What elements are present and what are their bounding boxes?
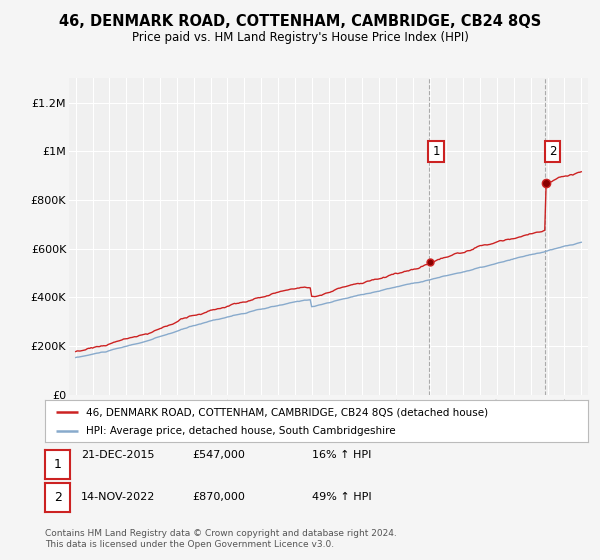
Text: 16% ↑ HPI: 16% ↑ HPI	[312, 450, 371, 460]
Text: 14-NOV-2022: 14-NOV-2022	[81, 492, 155, 502]
Text: £870,000: £870,000	[192, 492, 245, 502]
Text: 46, DENMARK ROAD, COTTENHAM, CAMBRIDGE, CB24 8QS (detached house): 46, DENMARK ROAD, COTTENHAM, CAMBRIDGE, …	[86, 407, 488, 417]
Text: 21-DEC-2015: 21-DEC-2015	[81, 450, 155, 460]
Text: Contains HM Land Registry data © Crown copyright and database right 2024.
This d: Contains HM Land Registry data © Crown c…	[45, 529, 397, 549]
Text: 46, DENMARK ROAD, COTTENHAM, CAMBRIDGE, CB24 8QS: 46, DENMARK ROAD, COTTENHAM, CAMBRIDGE, …	[59, 14, 541, 29]
Text: 49% ↑ HPI: 49% ↑ HPI	[312, 492, 371, 502]
Text: 2: 2	[549, 145, 556, 158]
Text: 1: 1	[53, 458, 62, 471]
Text: 2: 2	[53, 491, 62, 505]
Text: 1: 1	[433, 145, 440, 158]
Text: £547,000: £547,000	[192, 450, 245, 460]
Text: Price paid vs. HM Land Registry's House Price Index (HPI): Price paid vs. HM Land Registry's House …	[131, 31, 469, 44]
Text: HPI: Average price, detached house, South Cambridgeshire: HPI: Average price, detached house, Sout…	[86, 426, 395, 436]
